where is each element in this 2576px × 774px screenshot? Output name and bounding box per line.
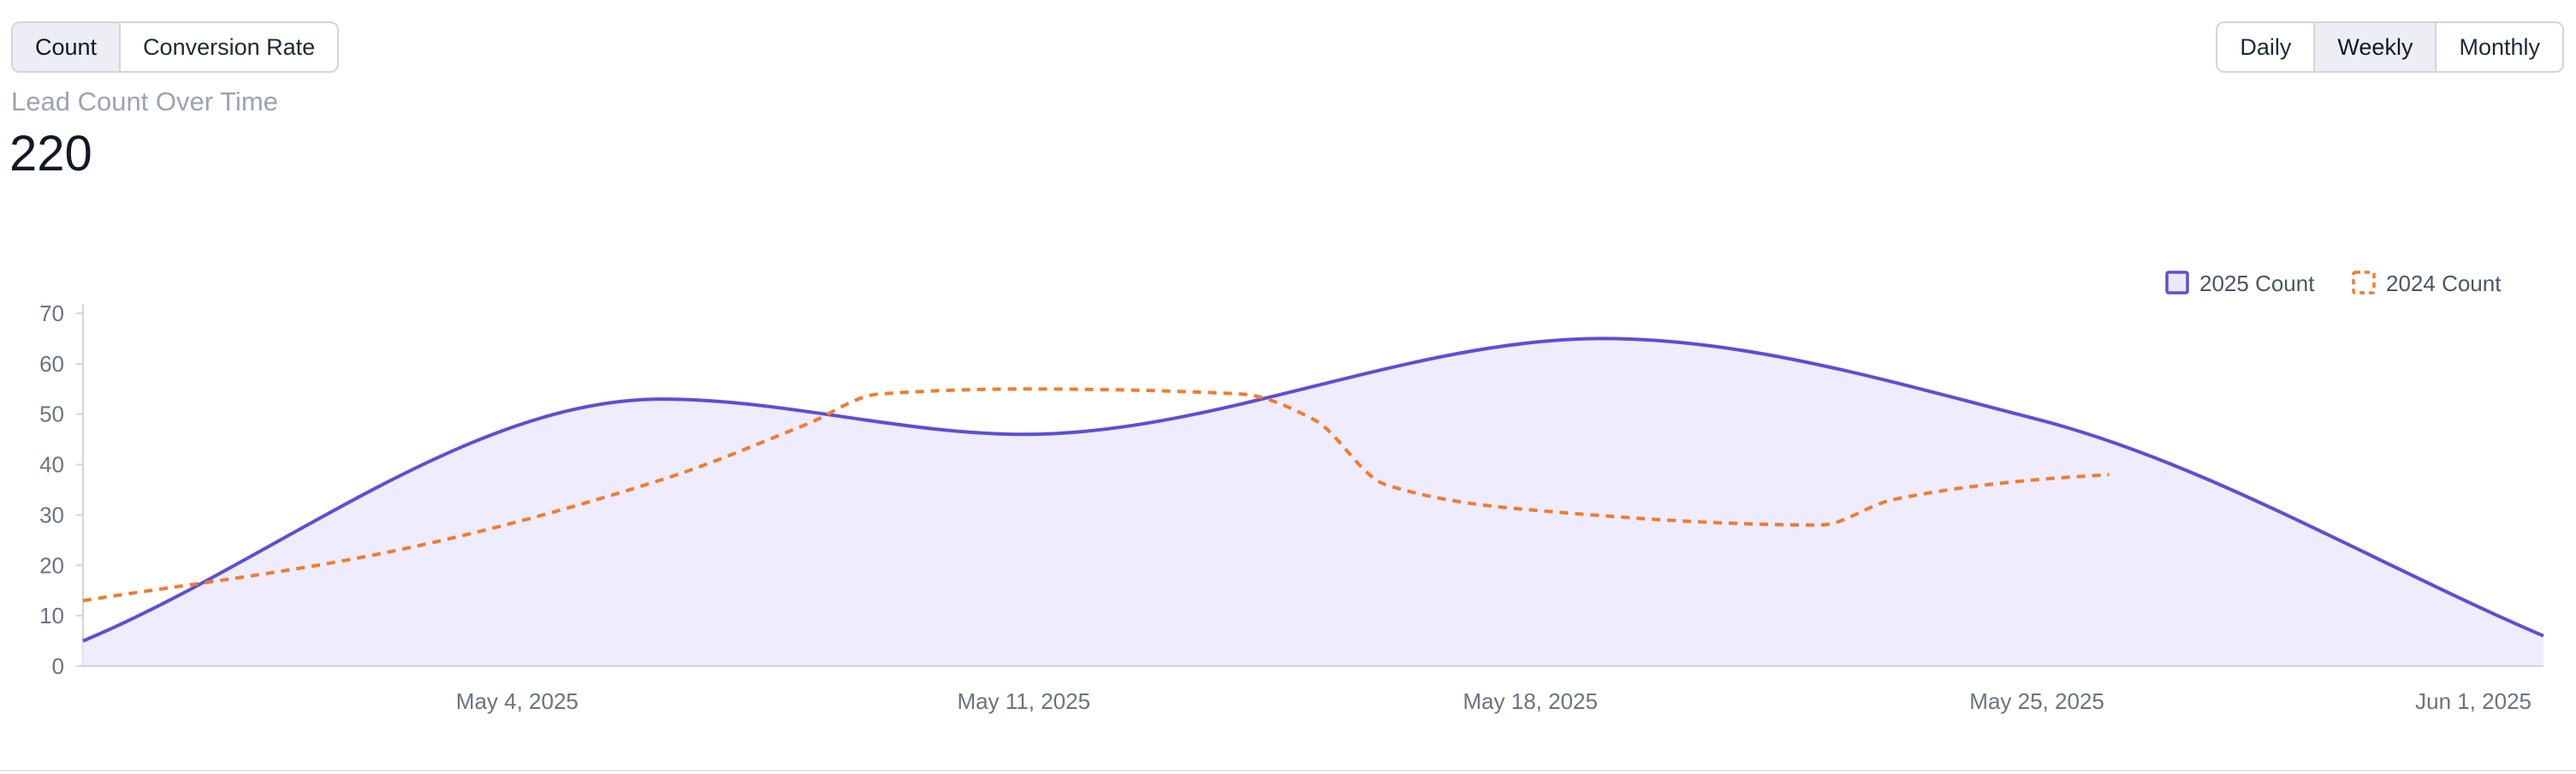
y-tick-label: 0 — [52, 653, 64, 679]
legend-label-2024: 2024 Count — [2386, 271, 2502, 296]
y-axis: 0 10 20 30 40 50 60 70 — [39, 301, 84, 679]
series-2024-line — [82, 387, 2110, 603]
total-value: 220 — [9, 126, 92, 182]
x-tick-label: May 18, 2025 — [1463, 688, 1598, 714]
x-axis: May 4, 2025 May 11, 2025 May 18, 2025 May 2… — [83, 665, 2543, 714]
monthly-tab[interactable]: Monthly — [2459, 33, 2540, 60]
x-tick-label: May 11, 2025 — [957, 688, 1090, 714]
period-toggle: Daily Weekly Monthly — [2216, 21, 2564, 73]
x-tick-label: May 4, 2025 — [456, 688, 579, 714]
y-tick-label: 10 — [39, 603, 64, 628]
y-tick-label: 60 — [39, 351, 64, 377]
conversion-rate-tab[interactable]: Conversion Rate — [143, 33, 316, 60]
series-2025-line — [82, 336, 2544, 643]
daily-tab[interactable]: Daily — [2217, 23, 2316, 71]
x-tick-label: Jun 1, 2025 — [2415, 688, 2531, 714]
legend-label-2025: 2025 Count — [2199, 271, 2315, 296]
lead-count-chart: 2025 Count 2024 Count 0 10 20 30 40 50 60 70 May… — [39, 271, 2544, 714]
chart-legend: 2025 Count 2024 Count — [2165, 271, 2502, 296]
y-tick-label: 40 — [39, 452, 64, 478]
y-tick-label: 20 — [39, 552, 64, 578]
weekly-tab[interactable]: Weekly — [2315, 23, 2437, 71]
line-layer — [82, 336, 2544, 643]
chart-subtitle: Lead Count Over Time — [11, 86, 278, 116]
count-tab[interactable]: Count — [13, 23, 122, 71]
metric-toggle: Count Conversion Rate — [11, 21, 340, 73]
y-tick-label: 70 — [39, 301, 64, 326]
bottom-divider — [0, 770, 2576, 771]
y-tick-label: 50 — [39, 402, 64, 427]
legend-swatch-2025 — [2165, 271, 2189, 295]
x-tick-label: May 25, 2025 — [1969, 688, 2104, 714]
legend-swatch-2024 — [2352, 271, 2376, 295]
y-tick-label: 30 — [39, 502, 64, 527]
area-layer — [83, 338, 2543, 666]
series-2025-area — [83, 338, 2543, 666]
